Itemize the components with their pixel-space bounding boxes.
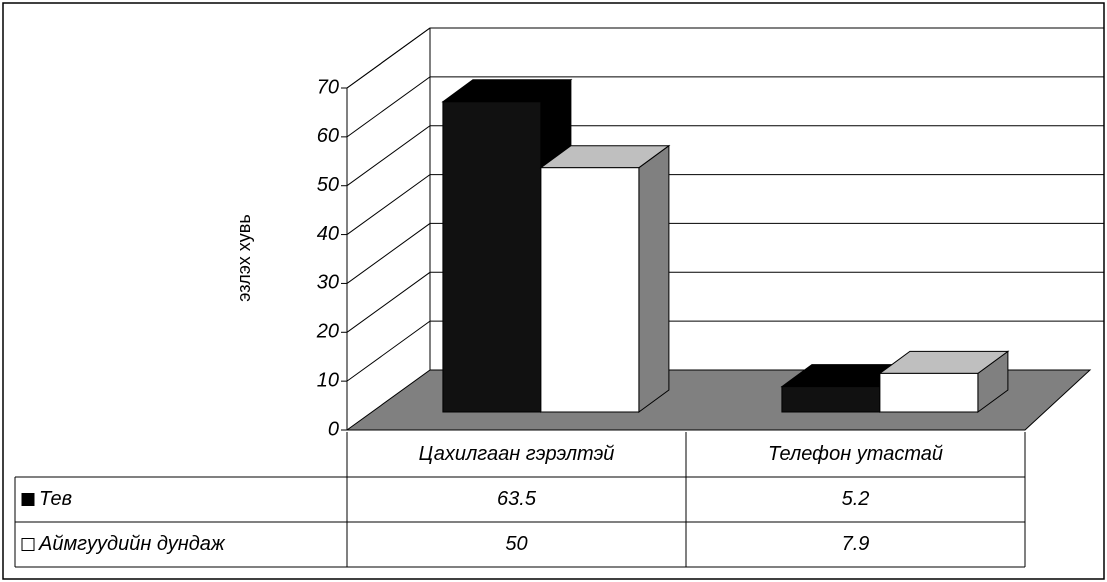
grid-line: [346, 27, 1104, 89]
bar: [879, 372, 979, 413]
y-tick-label: 30: [317, 272, 339, 294]
table-value: 50: [505, 533, 527, 555]
legend-swatch: [21, 493, 35, 506]
category-label: Цахилгаан гэрэлтэй: [419, 443, 615, 465]
bar: [781, 386, 881, 413]
legend-label: Аймгуудийн дундаж: [38, 533, 226, 555]
table-value: 63.5: [497, 488, 537, 510]
legend-swatch: [21, 538, 35, 551]
bar-side: [638, 144, 670, 413]
grid-line: [346, 271, 1104, 333]
bar: [442, 101, 542, 413]
y-tick-label: 50: [317, 174, 339, 196]
grid-line: [346, 320, 1104, 382]
y-tick-label: 70: [317, 76, 339, 98]
y-axis-label: эзлэх хувь: [234, 214, 254, 301]
legend-label: Тев: [39, 488, 72, 510]
y-tick-label: 40: [317, 223, 339, 245]
y-tick-label: 60: [317, 125, 339, 147]
bar: [540, 167, 640, 413]
grid-line: [346, 222, 1104, 284]
table-value: 7.9: [842, 533, 870, 555]
y-tick-label: 10: [317, 369, 339, 391]
y-tick-label: 20: [316, 321, 339, 343]
grid-line: [346, 125, 1104, 187]
category-label: Телефон утастай: [768, 443, 943, 465]
table-value: 5.2: [842, 488, 870, 510]
grid-line: [346, 174, 1104, 235]
y-tick-label: 0: [328, 418, 339, 440]
grid-line: [346, 76, 1104, 138]
